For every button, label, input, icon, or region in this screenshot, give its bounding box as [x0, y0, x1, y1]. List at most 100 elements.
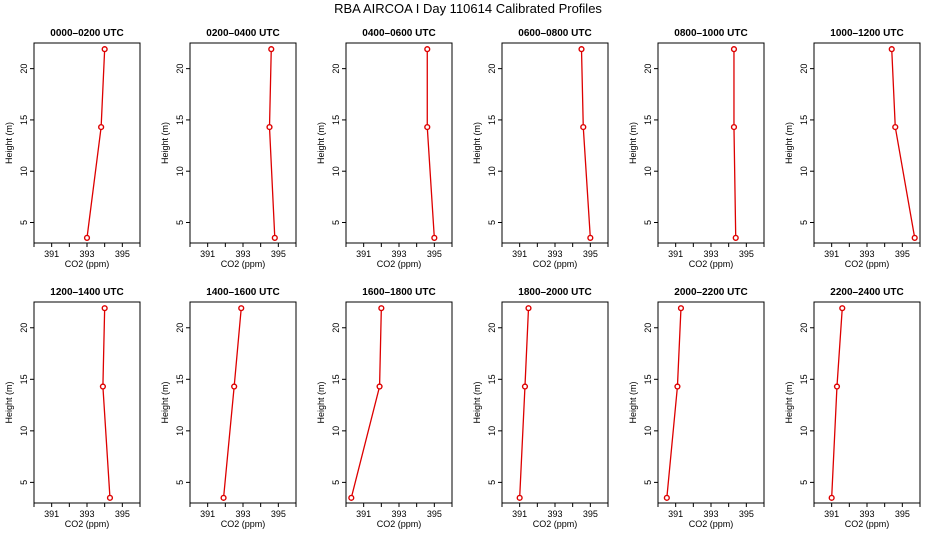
- plot-frame: [501, 301, 609, 504]
- data-point: [732, 234, 739, 241]
- y-axis-label: Height (m): [472, 381, 482, 423]
- panel-title: 0600–0800 UTC: [518, 28, 591, 39]
- y-axis-label: Height (m): [160, 122, 170, 164]
- y-axis-label: Height (m): [784, 122, 794, 164]
- y-tick-label: 20: [643, 323, 653, 333]
- profile-panel: 1000–1200 UTC 391 393 395 5 10 15 20 CO2 (ppm) He…: [784, 28, 921, 269]
- y-tick-label: 15: [19, 115, 29, 125]
- panel-title: 0800–1000 UTC: [674, 28, 747, 39]
- x-tick-label: 393: [859, 249, 874, 259]
- x-tick-label: 395: [115, 509, 130, 519]
- y-tick-label: 10: [175, 166, 185, 176]
- data-point: [663, 494, 670, 501]
- data-point: [378, 305, 385, 312]
- x-tick-label: 391: [200, 509, 215, 519]
- y-tick-label: 10: [799, 426, 809, 436]
- y-tick-label: 20: [19, 64, 29, 74]
- y-tick-label: 10: [799, 166, 809, 176]
- panel-title: 1200–1400 UTC: [50, 287, 123, 298]
- panel-title: 2200–2400 UTC: [830, 287, 903, 298]
- data-point: [238, 305, 245, 312]
- data-point: [106, 494, 114, 501]
- data-point: [888, 46, 895, 53]
- panel-title: 1400–1600 UTC: [206, 287, 279, 298]
- data-point: [839, 305, 846, 312]
- x-tick-label: 395: [271, 509, 286, 519]
- data-point: [516, 494, 523, 501]
- x-tick-label: 391: [824, 249, 839, 259]
- y-tick-label: 10: [331, 426, 341, 436]
- profile-line: [891, 49, 916, 238]
- x-tick-label: 395: [895, 509, 910, 519]
- y-tick-label: 15: [643, 374, 653, 384]
- x-axis-label: CO2 (ppm): [377, 519, 422, 529]
- profile-line: [733, 49, 737, 238]
- x-tick-label: 393: [235, 249, 250, 259]
- y-axis-label: Height (m): [160, 381, 170, 423]
- profile-panel: 1800–2000 UTC 391 393 395 5 10 15 20 CO2 (ppm) He…: [472, 287, 609, 529]
- data-point: [587, 234, 594, 241]
- profile-line: [519, 308, 530, 498]
- panel-title: 0000–0200 UTC: [50, 28, 123, 39]
- data-point: [521, 383, 529, 390]
- profile-panel: 2000–2200 UTC 391 393 395 5 10 15 20 CO2 (ppm) He…: [628, 287, 765, 529]
- x-tick-label: 391: [44, 509, 59, 519]
- plot-frame: [345, 42, 453, 244]
- data-point: [271, 234, 278, 241]
- plot-frame: [189, 301, 297, 504]
- data-point: [677, 305, 685, 312]
- y-tick-label: 10: [175, 426, 185, 436]
- y-tick-label: 5: [331, 220, 341, 225]
- panel-title: 2000–2200 UTC: [674, 287, 747, 298]
- x-tick-label: 393: [703, 249, 718, 259]
- y-tick-label: 20: [799, 323, 809, 333]
- panel-title: 1000–1200 UTC: [830, 28, 903, 39]
- x-tick-label: 395: [583, 509, 598, 519]
- x-axis-label: CO2 (ppm): [845, 259, 890, 269]
- y-tick-label: 15: [331, 115, 341, 125]
- profile-line: [268, 49, 276, 238]
- y-tick-label: 10: [643, 166, 653, 176]
- x-tick-label: 391: [356, 249, 371, 259]
- y-tick-label: 20: [643, 64, 653, 74]
- y-tick-label: 5: [175, 480, 185, 485]
- x-tick-label: 395: [115, 249, 130, 259]
- data-point: [674, 383, 681, 390]
- x-tick-label: 393: [859, 509, 874, 519]
- y-tick-label: 15: [19, 374, 29, 384]
- profile-panel: 0000–0200 UTC 391 393 395 5 10 15 20 CO2 (ppm) He…: [4, 28, 141, 269]
- data-point: [580, 124, 587, 131]
- y-tick-label: 10: [643, 426, 653, 436]
- x-tick-label: 395: [739, 509, 754, 519]
- y-tick-label: 20: [175, 64, 185, 74]
- y-tick-label: 20: [175, 323, 185, 333]
- plot-frame: [33, 42, 141, 244]
- y-tick-label: 5: [799, 480, 809, 485]
- y-tick-label: 10: [487, 426, 497, 436]
- y-tick-label: 20: [331, 323, 341, 333]
- y-axis-label: Height (m): [4, 381, 14, 423]
- profile-line: [666, 308, 682, 498]
- y-tick-label: 5: [19, 220, 29, 225]
- profile-line: [580, 49, 591, 238]
- x-tick-label: 391: [668, 509, 683, 519]
- plot-frame: [345, 301, 453, 504]
- panel-title: 1800–2000 UTC: [518, 287, 591, 298]
- plot-frame: [813, 301, 921, 504]
- y-tick-label: 5: [487, 220, 497, 225]
- data-point: [101, 305, 108, 312]
- data-point: [101, 46, 108, 53]
- y-tick-label: 15: [487, 374, 497, 384]
- x-tick-label: 395: [427, 509, 442, 519]
- profile-panel: 0400–0600 UTC 391 393 395 5 10 15 20 CO2 (ppm) He…: [316, 28, 453, 269]
- profile-panel: 1600–1800 UTC 391 393 395 5 10 15 20 CO2 (ppm) He…: [316, 287, 453, 529]
- x-tick-label: 393: [235, 509, 250, 519]
- y-tick-label: 5: [175, 220, 185, 225]
- y-axis-label: Height (m): [316, 381, 326, 423]
- data-point: [892, 124, 899, 131]
- x-tick-label: 395: [739, 249, 754, 259]
- data-point: [525, 305, 532, 312]
- y-tick-label: 10: [19, 166, 29, 176]
- x-axis-label: CO2 (ppm): [533, 519, 578, 529]
